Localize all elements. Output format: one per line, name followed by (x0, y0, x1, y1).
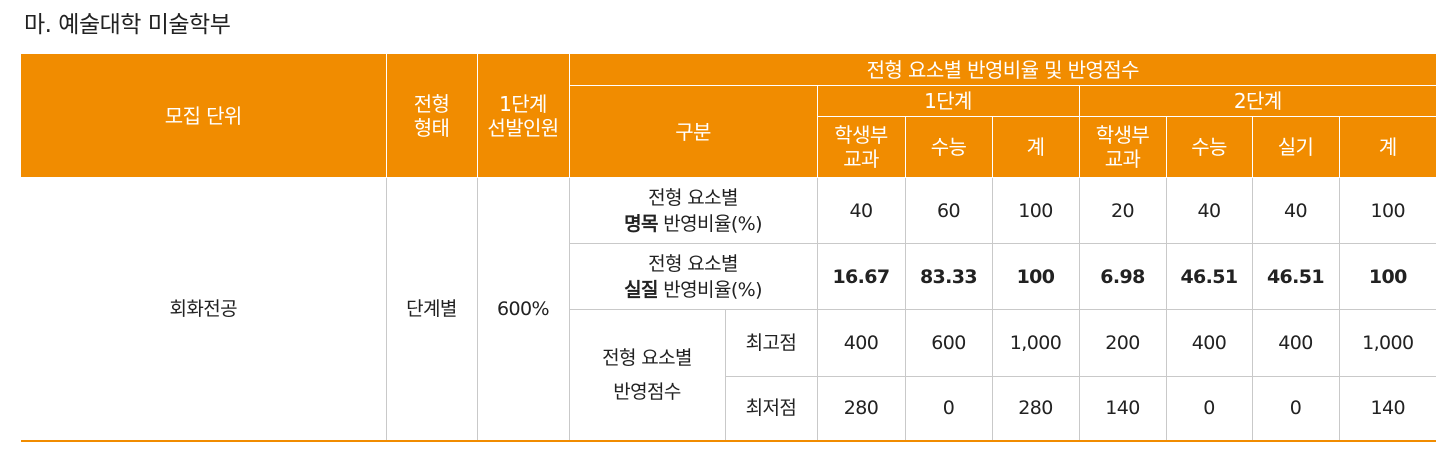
header-stage1-selection: 1단계 선발인원 (476, 53, 570, 178)
header-s1-csat: 수능 (904, 116, 993, 178)
header-s2-col1-line2: 교과 (1104, 147, 1141, 171)
actual-value: 46.51 (1165, 243, 1253, 310)
label-actual-line2: 실질 반영비율(%) (570, 277, 817, 303)
label-actual-rest: 반영비율(%) (657, 278, 762, 301)
label-nominal-line1: 전형 요소별 (648, 186, 738, 209)
label-actual-line1: 전형 요소별 (648, 252, 738, 275)
min-score-value: 140 (1078, 376, 1167, 442)
nominal-value: 60 (904, 177, 993, 244)
max-score-value: 1,000 (1338, 309, 1437, 377)
header-stage1: 1단계 (816, 85, 1080, 117)
header-stage1-line2: 선발인원 (487, 115, 559, 140)
label-actual-bold: 실질 (624, 278, 658, 301)
actual-value: 83.33 (904, 243, 993, 310)
min-score-value: 280 (816, 376, 906, 442)
nominal-value: 40 (1165, 177, 1253, 244)
header-s2-col1-line1: 학생부 (1095, 123, 1150, 147)
header-s2-practical: 실기 (1251, 116, 1340, 178)
min-score-value: 0 (1251, 376, 1340, 442)
label-nominal-rest: 반영비율(%) (657, 212, 762, 235)
label-nominal-line2: 명목 반영비율(%) (570, 211, 817, 237)
max-score-value: 400 (1251, 309, 1340, 377)
header-type: 전형 형태 (385, 53, 478, 178)
max-score-value: 600 (904, 309, 993, 377)
max-score-value: 1,000 (991, 309, 1080, 377)
nominal-value: 100 (1338, 177, 1437, 244)
actual-value: 100 (1338, 243, 1437, 310)
nominal-value: 100 (991, 177, 1080, 244)
label-score: 전형 요소별 반영점수 (568, 309, 726, 442)
header-s2-csat: 수능 (1165, 116, 1253, 178)
actual-value: 16.67 (816, 243, 906, 310)
actual-value: 6.98 (1078, 243, 1167, 310)
header-type-line2: 형태 (413, 115, 450, 140)
min-score-value: 0 (1165, 376, 1253, 442)
nominal-value: 40 (816, 177, 906, 244)
label-actual-ratio: 전형 요소별 실질 반영비율(%) (568, 243, 818, 310)
max-score-value: 200 (1078, 309, 1167, 377)
nominal-value: 40 (1251, 177, 1340, 244)
max-score-value: 400 (1165, 309, 1253, 377)
cell-selection: 600% (476, 177, 570, 442)
max-score-value: 400 (816, 309, 906, 377)
label-nominal-bold: 명목 (624, 212, 658, 235)
header-reflection: 전형 요소별 반영비율 및 반영점수 (568, 53, 1437, 86)
header-s2-student-record: 학생부 교과 (1078, 116, 1167, 178)
header-stage1-line1: 1단계 (499, 91, 547, 116)
header-category: 구분 (568, 85, 818, 178)
cell-type: 단계별 (385, 177, 478, 442)
label-score-line1: 전형 요소별 (602, 346, 692, 369)
label-nominal-ratio: 전형 요소별 명목 반영비율(%) (568, 177, 818, 244)
header-stage2: 2단계 (1078, 85, 1437, 117)
header-unit: 모집 단위 (21, 53, 387, 178)
header-s2-total: 계 (1338, 116, 1437, 178)
min-score-value: 140 (1338, 376, 1437, 442)
admission-table: 모집 단위 전형 형태 1단계 선발인원 전형 요소별 반영비율 및 반영점수 … (21, 53, 1437, 442)
header-s1-total: 계 (991, 116, 1080, 178)
page-title: 마. 예술대학 미술학부 (24, 12, 231, 38)
label-max-score: 최고점 (724, 309, 818, 377)
label-score-line2: 반영점수 (613, 380, 681, 403)
actual-value: 100 (991, 243, 1080, 310)
nominal-value: 20 (1078, 177, 1167, 244)
label-min-score: 최저점 (724, 376, 818, 442)
header-s1-col1-line2: 교과 (843, 147, 879, 171)
cell-unit: 회화전공 (21, 177, 387, 442)
header-type-line1: 전형 (413, 91, 450, 116)
header-s1-col1-line1: 학생부 (834, 123, 888, 147)
min-score-value: 280 (991, 376, 1080, 442)
min-score-value: 0 (904, 376, 993, 442)
actual-value: 46.51 (1251, 243, 1340, 310)
header-s1-student-record: 학생부 교과 (816, 116, 906, 178)
